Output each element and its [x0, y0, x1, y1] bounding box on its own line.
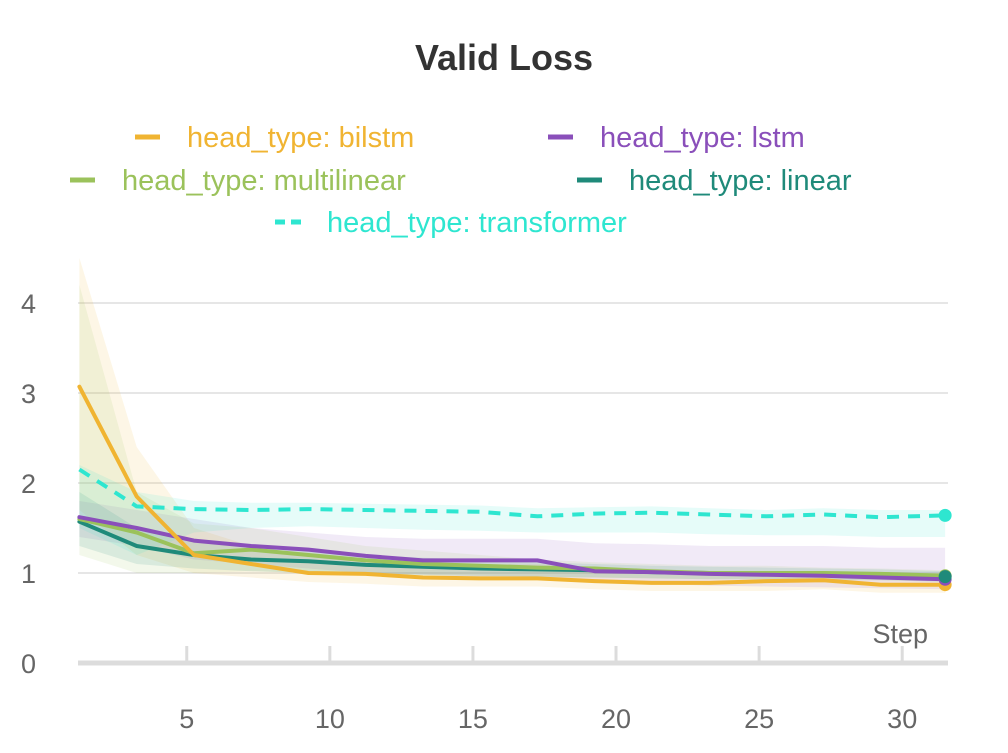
- series-band-1: [79, 501, 946, 590]
- x-tick-label: 15: [458, 704, 488, 734]
- series-line-0: [77, 384, 948, 587]
- x-tick-label: 20: [601, 704, 631, 734]
- x-tick-label: 10: [315, 704, 345, 734]
- y-tick-label: 1: [21, 559, 36, 589]
- x-axis: 5 10 15 20 25 30: [78, 646, 948, 734]
- legend-item-0[interactable]: head_type: bilstm: [135, 122, 414, 154]
- legend-label: head_type: lstm: [600, 122, 805, 154]
- series-line-1: [77, 515, 948, 582]
- x-axis-label: Step: [872, 619, 928, 649]
- chart-title: Valid Loss: [415, 37, 593, 78]
- y-tick-label: 2: [21, 469, 36, 499]
- legend-item-1[interactable]: head_type: lstm: [548, 122, 805, 154]
- series-end-point-4: [938, 508, 952, 522]
- x-tick-label: 30: [887, 704, 917, 734]
- legend-item-3[interactable]: head_type: linear: [577, 165, 852, 197]
- legend-label: head_type: bilstm: [187, 122, 414, 154]
- legend-item-2[interactable]: head_type: multilinear: [70, 165, 406, 197]
- series-line-2: [77, 517, 948, 578]
- series-band-0: [79, 258, 946, 593]
- x-tick-label: 25: [744, 704, 774, 734]
- y-tick-label: 0: [21, 649, 36, 679]
- end-markers: [938, 508, 952, 592]
- legend-item-4[interactable]: head_type: transformer: [275, 207, 627, 239]
- series-end-point-3: [938, 570, 952, 584]
- series-line-4: [78, 467, 946, 520]
- series-band-2: [79, 285, 946, 582]
- series-band-4: [79, 465, 946, 555]
- legend-label: head_type: linear: [629, 165, 852, 197]
- y-tick-label: 4: [21, 289, 36, 319]
- legend-label: head_type: multilinear: [122, 165, 406, 197]
- x-tick-label: 5: [179, 704, 194, 734]
- series-lines: [77, 384, 948, 587]
- y-axis: 0 1 2 3 4: [21, 289, 36, 679]
- legend-label: head_type: transformer: [327, 207, 627, 239]
- legend: head_type: bilstm head_type: lstm head_typ…: [70, 122, 852, 239]
- y-tick-label: 3: [21, 379, 36, 409]
